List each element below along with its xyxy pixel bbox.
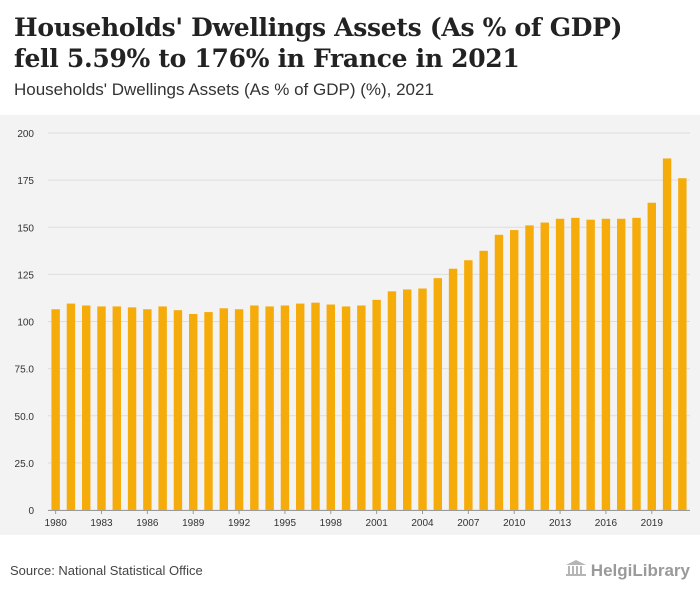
bar-2008 <box>479 250 488 510</box>
bar-2009 <box>494 234 504 510</box>
x-tick-label: 1980 <box>45 518 68 529</box>
y-tick-label: 25.0 <box>15 459 35 470</box>
chart-title: Households' Dwellings Assets (As % of GD… <box>14 13 623 73</box>
bar-1995 <box>280 305 290 510</box>
y-tick-label: 200 <box>17 129 34 140</box>
bar-1983 <box>97 306 106 510</box>
bar-1987 <box>158 306 167 510</box>
bar-1989 <box>189 313 198 510</box>
bar-1990 <box>204 312 213 510</box>
x-tick-label: 1992 <box>228 518 251 529</box>
bar-1993 <box>250 305 259 510</box>
bar-2005 <box>433 278 442 510</box>
bar-1980 <box>51 309 60 510</box>
brand-logo: HelgiLibrary <box>565 559 690 582</box>
bar-1991 <box>219 308 228 510</box>
bar-1985 <box>127 307 137 510</box>
x-tick-label: 1998 <box>320 518 343 529</box>
x-tick-label: 1989 <box>182 518 205 529</box>
bar-1982 <box>82 305 91 510</box>
x-tick-label: 2007 <box>457 518 480 529</box>
x-tick-label: 2013 <box>549 518 572 529</box>
x-tick-label: 1986 <box>136 518 159 529</box>
bar-2020 <box>662 158 672 510</box>
bar-1986 <box>143 309 152 510</box>
bar-2007 <box>464 260 473 510</box>
bar-2001 <box>372 299 381 510</box>
bar-2014 <box>571 217 580 510</box>
x-tick-label: 1995 <box>274 518 297 529</box>
bar-1981 <box>66 303 76 510</box>
y-tick-label: 100 <box>17 318 34 329</box>
bar-1988 <box>173 310 183 510</box>
brand-name: HelgiLibrary <box>590 560 690 580</box>
bar-1996 <box>296 303 305 510</box>
bar-2019 <box>647 202 656 510</box>
y-tick-label: 50.0 <box>15 412 35 423</box>
bar-2003 <box>403 289 412 510</box>
bar-chart: 0 25.0 50.0 75.0 100 125 150 175 200 1980 1983 1986… <box>15 129 690 529</box>
chart-subtitle: Households' Dwellings Assets (As % of GD… <box>14 80 434 99</box>
bar-1994 <box>265 306 274 510</box>
bar-1997 <box>311 302 320 510</box>
bar-1998 <box>326 304 335 510</box>
plot-area: 0 25.0 50.0 75.0 100 125 150 175 200 1980 1983 1986… <box>0 115 700 535</box>
bar-2006 <box>448 268 458 510</box>
bar-2002 <box>387 291 397 510</box>
bar-2015 <box>586 219 595 510</box>
bar-1999 <box>341 306 351 510</box>
x-tick-label: 2010 <box>503 518 526 529</box>
bar-2018 <box>632 217 641 510</box>
bar-2010 <box>510 230 519 510</box>
source-note: Source: National Statistical Office <box>10 563 203 578</box>
bar-2013 <box>555 218 565 510</box>
bar-2004 <box>418 288 427 510</box>
bar-2000 <box>357 305 366 510</box>
x-tick-label: 2001 <box>366 518 389 529</box>
y-tick-label: 150 <box>17 223 34 234</box>
y-tick-label: 125 <box>17 270 34 281</box>
bar-2017 <box>617 218 626 510</box>
y-tick-label: 0 <box>28 506 34 517</box>
bar-2011 <box>525 225 534 510</box>
y-tick-label: 175 <box>17 176 34 187</box>
bar-2021 <box>678 178 687 511</box>
y-tick-label: 75.0 <box>15 365 35 376</box>
x-tick-label: 2016 <box>595 518 618 529</box>
bar-1992 <box>234 309 244 510</box>
x-tick-label: 1983 <box>90 518 113 529</box>
x-tick-label: 2004 <box>411 518 434 529</box>
bar-1984 <box>112 306 121 510</box>
bar-2016 <box>601 218 611 510</box>
x-tick-label: 2019 <box>641 518 664 529</box>
bar-2012 <box>540 222 549 510</box>
library-building-icon <box>565 559 587 582</box>
